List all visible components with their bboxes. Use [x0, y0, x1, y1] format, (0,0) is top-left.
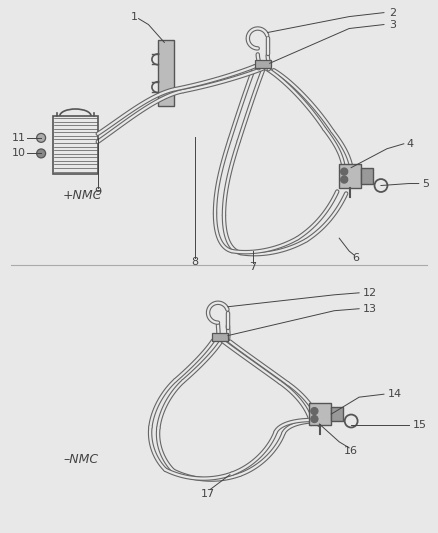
Text: 1: 1 — [131, 12, 138, 22]
Circle shape — [37, 133, 46, 142]
Circle shape — [311, 416, 318, 423]
Text: 15: 15 — [413, 420, 427, 430]
Circle shape — [311, 408, 318, 415]
Bar — [212, 333, 228, 341]
Text: 7: 7 — [249, 262, 256, 272]
Text: 3: 3 — [389, 20, 396, 29]
Circle shape — [37, 149, 46, 158]
Text: 12: 12 — [363, 288, 377, 298]
Text: –NMC: –NMC — [63, 453, 98, 466]
Text: 4: 4 — [407, 139, 414, 149]
Text: 6: 6 — [353, 253, 360, 263]
Bar — [255, 60, 271, 68]
Text: 10: 10 — [12, 148, 26, 158]
Bar — [159, 41, 174, 106]
Text: 17: 17 — [201, 489, 215, 498]
Text: 2: 2 — [389, 7, 396, 18]
Text: 14: 14 — [388, 389, 402, 399]
Circle shape — [341, 168, 348, 175]
Bar — [309, 403, 331, 425]
Text: 13: 13 — [363, 304, 377, 314]
Bar — [339, 164, 361, 188]
Text: +NMC: +NMC — [63, 189, 102, 202]
Bar — [331, 407, 343, 421]
Text: 8: 8 — [191, 257, 199, 267]
Text: 16: 16 — [344, 446, 358, 456]
Text: 9: 9 — [94, 188, 101, 197]
Bar — [53, 116, 98, 174]
Text: 5: 5 — [422, 179, 429, 189]
Text: 11: 11 — [12, 133, 26, 143]
Bar — [361, 168, 373, 183]
Circle shape — [341, 176, 348, 183]
